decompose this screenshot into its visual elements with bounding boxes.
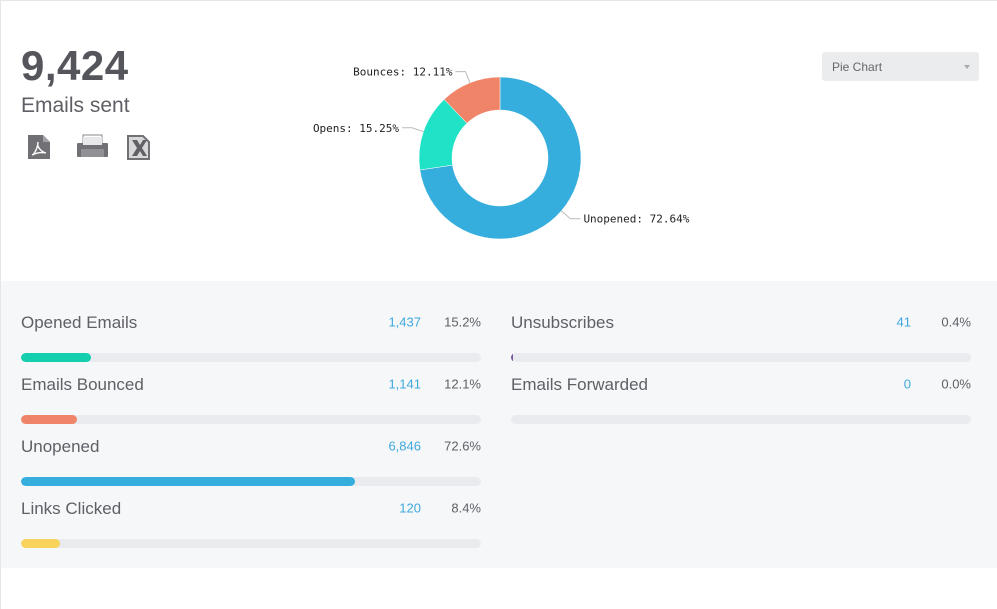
stat-label: Opened Emails [21,313,138,332]
stat-progress-bar [511,415,971,424]
stats-section [1,281,997,568]
stat-row: Emails Forwarded 0 0.0% [511,353,971,424]
stat-percent: 15.2% [444,314,481,330]
print-icon[interactable] [77,134,127,160]
stat-progress-fill [511,353,513,362]
stat-label: Emails Bounced [21,375,144,394]
slice-unopened[interactable] [419,76,582,240]
stat-row: Unopened 6,846 72.6% [21,415,481,486]
stat-progress-bar [21,353,481,362]
stat-count-link[interactable]: 41 [896,314,911,330]
emails-sent-label: Emails sent [21,94,130,117]
stat-row: Links Clicked 120 8.4% [21,477,481,548]
stat-progress-bar [21,539,481,548]
pdf-icon[interactable] [27,134,77,160]
slice-bounces[interactable] [443,76,501,124]
stat-count-link[interactable]: 6,846 [388,438,421,454]
emails-sent-count: 9,424 [21,42,129,89]
slice-label-connector [561,210,581,220]
stat-progress-fill [21,415,77,424]
stat-percent: 72.6% [444,438,481,454]
stat-progress-fill [21,477,355,486]
stat-percent: 8.4% [451,500,481,516]
stat-count-link[interactable]: 1,437 [388,314,421,330]
chart-type-select[interactable]: Pie Chart [822,52,979,81]
slice-label-connector [455,71,471,83]
stat-percent: 12.1% [444,376,481,392]
slice-label: Bounces: 12.11% [353,66,453,79]
stat-row: Opened Emails 1,437 15.2% [21,291,481,362]
excel-icon[interactable] [127,134,177,160]
stat-progress-bar [511,353,971,362]
stat-label: Links Clicked [21,499,122,518]
slice-label: Opens: 15.25% [313,122,399,135]
stat-percent: 0.4% [941,314,971,330]
stat-progress-bar [21,415,481,424]
stat-row: Emails Bounced 1,141 12.1% [21,353,481,424]
stat-label: Unopened [21,437,100,456]
chevron-down-icon [964,65,970,69]
stat-progress-fill [21,539,60,548]
stat-label: Emails Forwarded [511,375,648,394]
stat-count-link[interactable]: 1,141 [388,376,421,392]
chart-type-value: Pie Chart [832,60,883,74]
stat-row: Unsubscribes 41 0.4% [511,291,971,362]
stat-progress-bar [21,477,481,486]
donut-chart: Unopened: 72.64% Opens: 15.25% Bounces: 12… [313,66,690,240]
stat-percent: 0.0% [941,376,971,392]
stat-count-link[interactable]: 0 [903,376,911,392]
slice-label: Unopened: 72.64% [583,213,689,226]
slice-label-connector [402,127,424,133]
stat-progress-fill [21,353,91,362]
stat-label: Unsubscribes [511,313,614,332]
stat-count-link[interactable]: 120 [399,500,421,516]
